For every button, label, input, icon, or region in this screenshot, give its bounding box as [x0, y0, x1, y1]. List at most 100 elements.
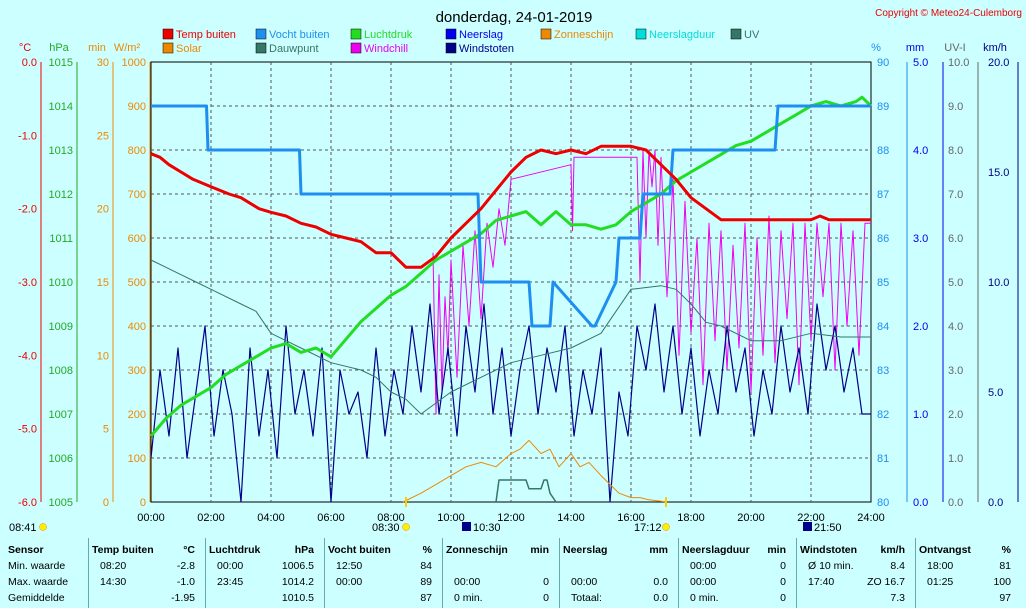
- summary-time: 0 min.: [454, 592, 483, 604]
- legend-swatch: [255, 42, 267, 54]
- moon-icon: [462, 522, 471, 531]
- wind-unit-label: km/h: [983, 42, 1007, 54]
- pressure-tick-label: 1013: [49, 145, 73, 157]
- legend-swatch: [255, 28, 267, 40]
- rain-tick-label: 1.0: [913, 409, 928, 421]
- x-tick-label: 14:00: [557, 512, 585, 524]
- column-divider: [442, 538, 443, 608]
- summary-header: Luchtdruk: [209, 544, 261, 556]
- temp-tick-label: -1.0: [18, 130, 37, 142]
- minutes-tick-label: 30: [97, 57, 109, 69]
- series-dauwpunt: [150, 259, 871, 415]
- summary-unit: hPa: [294, 544, 314, 556]
- solar-tick-label: 800: [128, 145, 146, 157]
- wind-tick-label: 0.0: [988, 497, 1003, 509]
- pressure-tick-label: 1012: [49, 189, 73, 201]
- x-tick-label: 12:00: [497, 512, 525, 524]
- summary-value: 0: [780, 592, 786, 604]
- summary-value: 87: [420, 592, 432, 604]
- summary-unit: min: [767, 544, 786, 556]
- uv-tick-label: 1.0: [948, 453, 963, 465]
- legend: Temp buiten Vocht buiten Luchtdruk Neerslag…: [162, 28, 760, 55]
- time-marker-label: 21:50: [814, 522, 842, 534]
- uv-tick-label: 8.0: [948, 145, 963, 157]
- legend-swatch: [445, 28, 457, 40]
- summary-header: Neerslagduur: [682, 544, 750, 556]
- row-label-avg: Gemiddelde: [8, 592, 65, 604]
- solar-tick-label: 700: [128, 189, 146, 201]
- legend-label: Temp buiten: [176, 29, 236, 41]
- time-marker-label: 10:30: [473, 522, 501, 534]
- minutes-tick-label: 5: [103, 424, 109, 436]
- uv-tick-label: 6.0: [948, 233, 963, 245]
- summary-value: 1014.2: [281, 576, 314, 588]
- column-divider: [915, 538, 916, 608]
- temp-tick-label: 0.0: [22, 57, 37, 69]
- series-temp-buiten: [150, 144, 871, 269]
- humidity-tick-label: 80: [877, 497, 889, 509]
- legend-label: Neerslagduur: [649, 29, 715, 41]
- wind-tick-label: 10.0: [988, 277, 1009, 289]
- summary-header: Temp buiten: [92, 544, 154, 556]
- chart-title: donderdag, 24-01-2019: [436, 9, 593, 26]
- summary-time: 08:20: [100, 560, 127, 572]
- humidity-unit-label: %: [871, 42, 881, 54]
- summary-time: 00:00: [454, 576, 481, 588]
- legend-label: Windchill: [364, 43, 408, 55]
- time-marker-label: 08:30: [372, 522, 400, 534]
- summary-header: Vocht buiten: [328, 544, 391, 556]
- summary-unit: %: [1001, 544, 1011, 556]
- legend-label: Windstoten: [459, 43, 514, 55]
- column-divider: [796, 538, 797, 608]
- summary-header: Zonneschijn: [446, 544, 508, 556]
- column-divider: [559, 538, 560, 608]
- summary-value: 0: [543, 576, 549, 588]
- legend-swatch: [350, 28, 362, 40]
- weather-chart: 0.0-1.0-2.0-3.0-4.0-5.0-6.0°C10151014101…: [9, 8, 1022, 534]
- uv-tick-label: 3.0: [948, 365, 963, 377]
- minutes-unit-label: min: [88, 42, 106, 54]
- legend-label: Vocht buiten: [269, 29, 330, 41]
- legend-label: Luchtdruk: [364, 29, 413, 41]
- pressure-tick-label: 1009: [49, 321, 73, 333]
- uv-tick-label: 9.0: [948, 101, 963, 113]
- minutes-tick-label: 20: [97, 204, 109, 216]
- humidity-tick-label: 90: [877, 57, 889, 69]
- series-windstoten: [150, 303, 871, 503]
- summary-time: Ø 10 min.: [808, 560, 854, 572]
- summary-value: 81: [999, 560, 1011, 572]
- summary-value: 7.3: [890, 592, 905, 604]
- uv-tick-label: 5.0: [948, 277, 963, 289]
- summary-unit: min: [530, 544, 549, 556]
- legend-swatch: [162, 28, 174, 40]
- temp-tick-label: -3.0: [18, 277, 37, 289]
- series-windchill: [432, 149, 871, 415]
- rain-tick-label: 2.0: [913, 321, 928, 333]
- pressure-tick-label: 1011: [49, 233, 73, 245]
- summary-value: 1006.5: [281, 560, 314, 572]
- summary-header: Neerslag: [563, 544, 608, 556]
- summary-time: 00:00: [336, 576, 363, 588]
- legend-label: Zonneschijn: [554, 29, 613, 41]
- minutes-tick-label: 0: [103, 497, 109, 509]
- summary-time: 18:00: [927, 560, 954, 572]
- humidity-tick-label: 89: [877, 101, 889, 113]
- solar-unit-label: W/m²: [114, 42, 141, 54]
- wind-tick-label: 5.0: [988, 387, 1003, 399]
- pressure-tick-label: 1008: [49, 365, 73, 377]
- x-tick-label: 10:00: [437, 512, 465, 524]
- axes-layer: 0.0-1.0-2.0-3.0-4.0-5.0-6.0°C10151014101…: [18, 42, 1019, 524]
- solar-tick-label: 400: [128, 321, 146, 333]
- copyright: Copyright © Meteo24-Culemborg: [875, 8, 1022, 19]
- legend-swatch: [350, 42, 362, 54]
- minutes-tick-label: 10: [97, 350, 109, 362]
- column-divider: [324, 538, 325, 608]
- summary-time: 17:40: [808, 576, 835, 588]
- column-divider: [88, 538, 89, 608]
- summary-time: 23:45: [217, 576, 244, 588]
- rain-unit-label: mm: [906, 42, 924, 54]
- summary-value: 8.4: [890, 560, 905, 572]
- legend-label: Solar: [176, 43, 202, 55]
- summary-time: 0 min.: [690, 592, 719, 604]
- summary-value: 1010.5: [281, 592, 314, 604]
